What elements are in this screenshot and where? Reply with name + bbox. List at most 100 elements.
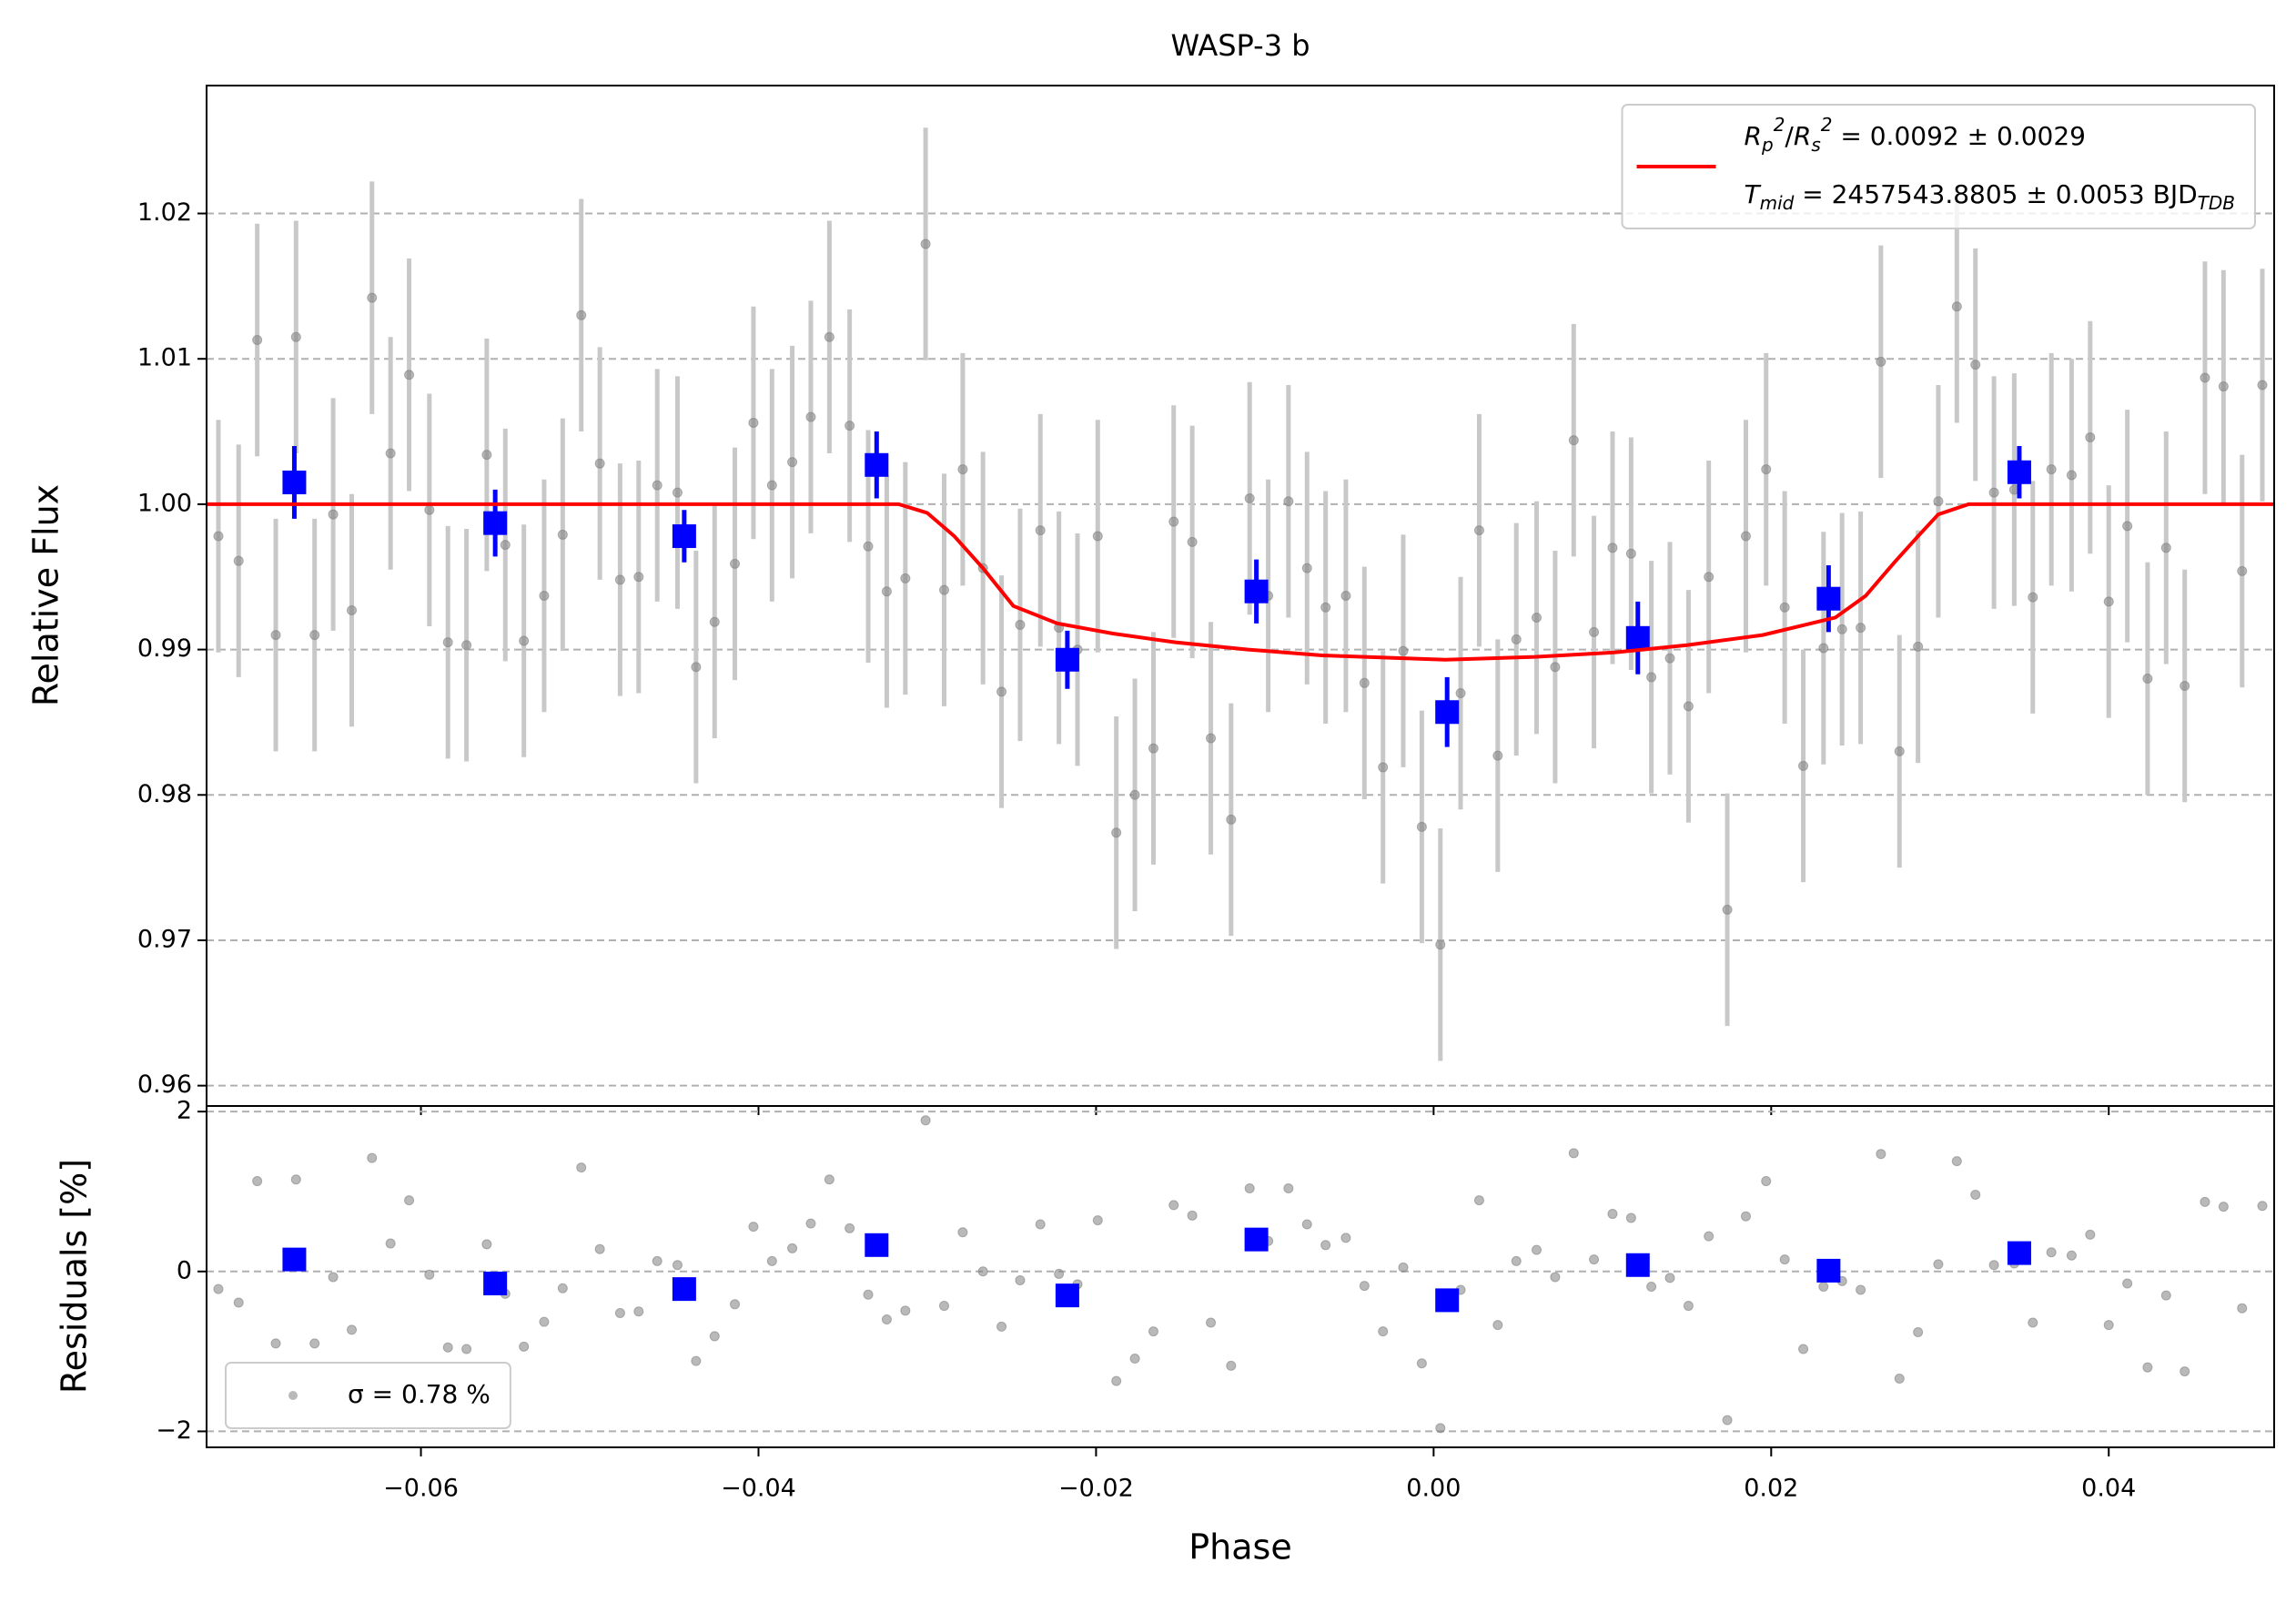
data-point: [881, 586, 892, 597]
data-point: [1435, 939, 1446, 950]
data-point: [252, 334, 263, 345]
data-point: [1092, 531, 1103, 542]
data-point: [766, 1255, 777, 1266]
binned-point: [1244, 1227, 1269, 1252]
data-point: [824, 331, 834, 342]
y-tick-label: 2: [177, 1097, 192, 1125]
data-point: [1761, 1176, 1772, 1187]
data-point: [347, 1324, 358, 1335]
data-point: [519, 635, 530, 646]
data-point: [424, 1269, 435, 1280]
data-point: [1818, 1281, 1829, 1292]
data-point: [1435, 1423, 1446, 1434]
axes-frame: [206, 1105, 2275, 1448]
data-point: [920, 238, 931, 249]
data-point: [1740, 531, 1751, 542]
data-point: [213, 1283, 224, 1294]
data-point: [1568, 1148, 1579, 1159]
y-tick-label: 0.99: [137, 634, 192, 663]
legend-label-part: 2: [1821, 114, 1833, 136]
data-point: [691, 662, 702, 673]
data-point: [2066, 1250, 2077, 1261]
data-point: [1970, 360, 1981, 370]
data-point: [1206, 733, 1217, 744]
binned-point: [282, 1247, 307, 1272]
data-point: [1301, 563, 1312, 573]
data-point: [1951, 1156, 1962, 1167]
data-point: [900, 1305, 911, 1316]
data-point: [805, 411, 816, 422]
x-tick-label: 0.04: [2081, 1475, 2136, 1503]
data-point: [367, 292, 378, 303]
binned-point: [282, 470, 307, 494]
data-point: [787, 1243, 798, 1253]
data-point: [1226, 1360, 1237, 1371]
data-point: [1492, 750, 1503, 761]
data-point: [1722, 904, 1733, 915]
data-point: [1550, 662, 1561, 673]
data-point: [1035, 1219, 1046, 1230]
data-point: [1416, 1358, 1427, 1369]
data-point: [1473, 525, 1484, 536]
data-point: [672, 1260, 683, 1271]
data-point: [233, 1297, 244, 1308]
data-point: [1607, 543, 1618, 553]
data-point: [863, 1289, 874, 1300]
data-point: [1818, 643, 1829, 654]
data-point: [519, 1341, 530, 1352]
binned-point: [672, 1277, 696, 1302]
data-point: [1683, 701, 1694, 712]
data-point: [1625, 1212, 1636, 1223]
data-point: [2257, 380, 2268, 391]
data-point: [633, 572, 644, 583]
data-point: [1970, 1189, 1981, 1200]
data-point: [213, 531, 224, 542]
data-point: [2046, 1247, 2057, 1258]
y-axis-label: Relative Flux: [26, 484, 66, 706]
binned-point: [1816, 586, 1841, 611]
binned-point: [865, 452, 889, 477]
legend-label: σ = 0.78 %: [348, 1379, 491, 1409]
plot-area: [207, 127, 2274, 1061]
data-point: [2028, 1317, 2038, 1328]
legend-label: Rp2/Rs2 = 0.0092 ± 0.0029: [1745, 114, 2086, 156]
data-point: [594, 458, 605, 469]
data-point: [328, 509, 339, 520]
data-point: [614, 574, 625, 585]
data-point: [2237, 565, 2248, 576]
data-point: [1283, 1182, 1294, 1193]
data-point: [939, 584, 950, 595]
x-axis-label: Phase: [1188, 1527, 1291, 1567]
legend-label-part: p: [1761, 134, 1774, 156]
data-point: [481, 1239, 492, 1250]
y-tick-label: 1.02: [137, 198, 192, 227]
data-point: [1398, 1262, 1409, 1273]
data-point: [1876, 356, 1886, 367]
data-point: [691, 1355, 702, 1366]
data-point: [1092, 1215, 1103, 1226]
data-point: [845, 1223, 855, 1233]
binned-point: [1244, 579, 1269, 604]
data-point: [270, 630, 281, 641]
binned-point: [1055, 647, 1079, 672]
data-point: [1589, 1254, 1600, 1265]
data-point: [652, 1255, 663, 1266]
data-point: [404, 370, 415, 380]
legend-label-part: R: [1745, 121, 1762, 151]
data-point: [270, 1338, 281, 1349]
data-point: [2122, 1278, 2133, 1289]
data-point: [1320, 602, 1331, 613]
model-line: [207, 502, 2274, 662]
data-point: [1398, 645, 1409, 656]
data-point: [1340, 1233, 1351, 1243]
data-point: [1015, 1274, 1026, 1285]
x-tick-label: −0.02: [1058, 1475, 1134, 1503]
data-point: [709, 1331, 720, 1342]
data-point: [1492, 1320, 1503, 1331]
data-point: [328, 1272, 339, 1283]
x-tick-label: −0.06: [383, 1475, 459, 1503]
data-point: [1473, 1195, 1484, 1206]
data-point: [2160, 1290, 2171, 1301]
data-point: [2142, 1362, 2153, 1373]
